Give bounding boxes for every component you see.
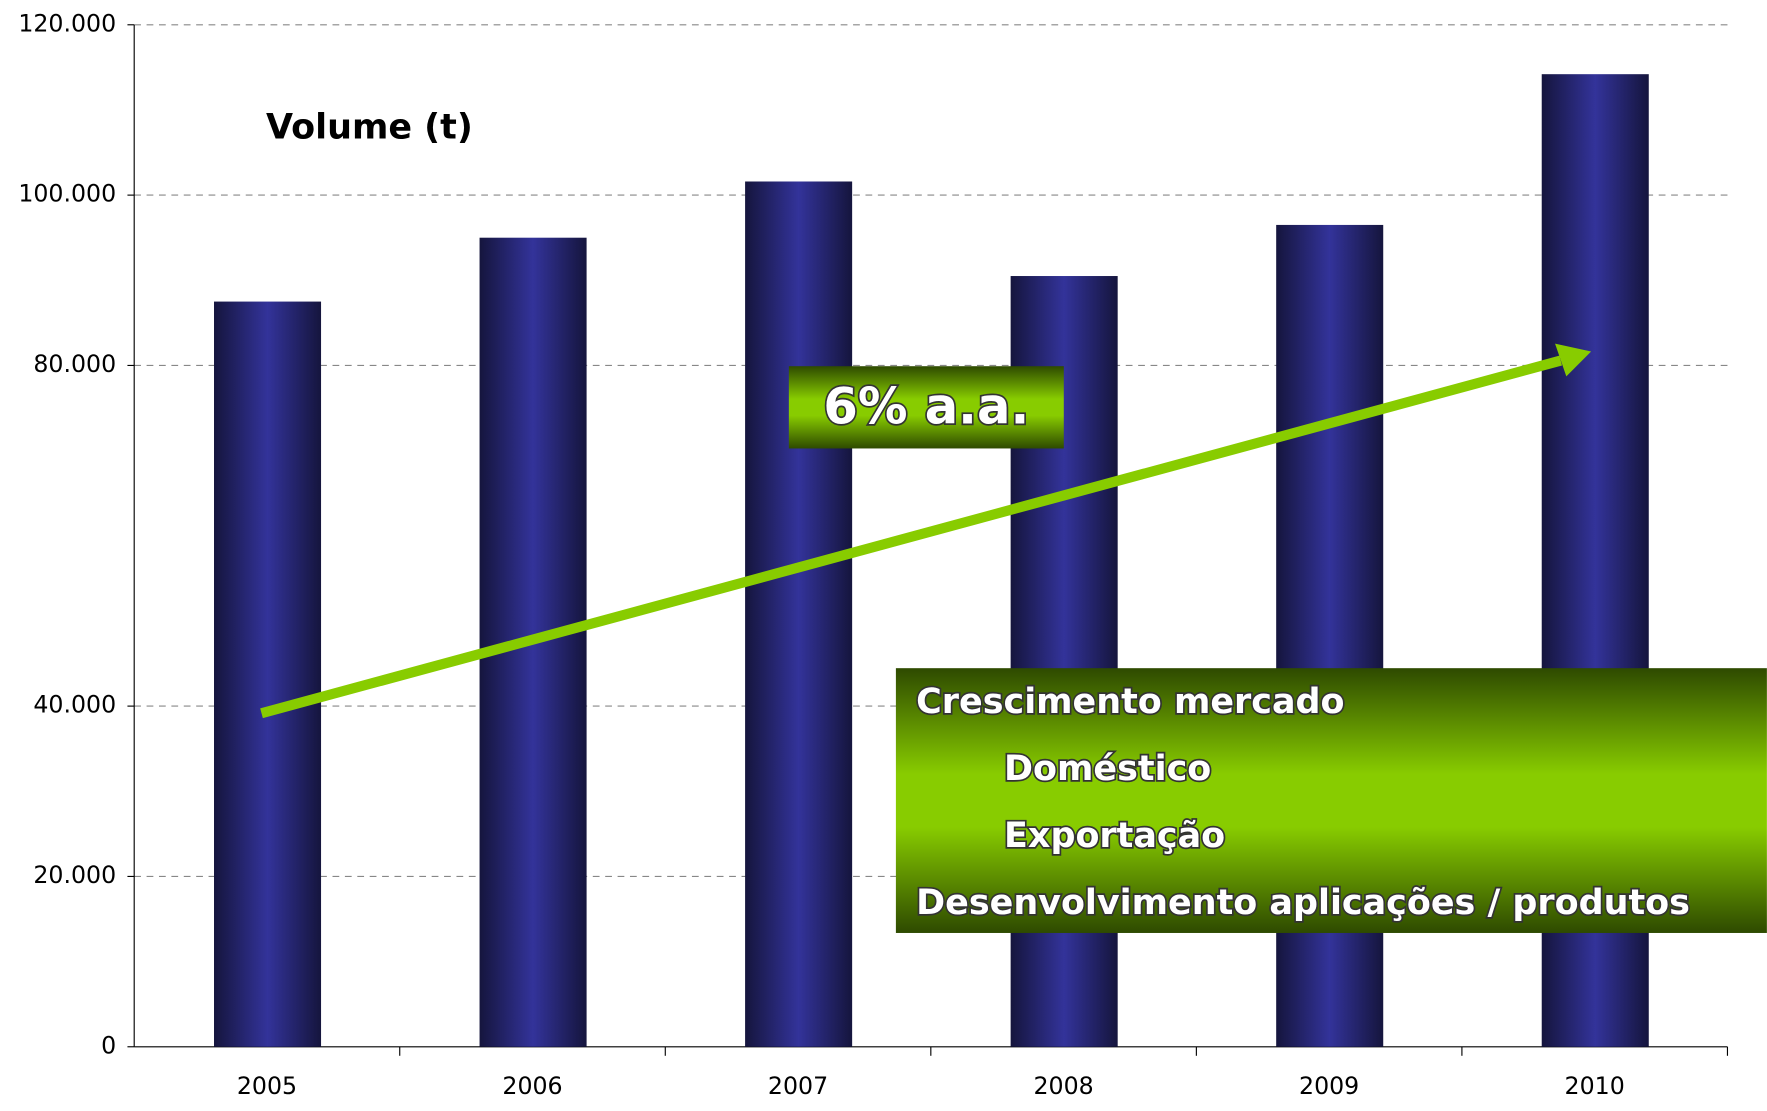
notes-box [895,668,1767,933]
note: Desenvolvimento aplicações / produtos [916,883,1690,923]
annotation-box [788,366,1064,449]
x-tick-label: 2010 [1565,1072,1625,1100]
x-tick-label: 2007 [768,1072,828,1100]
note: Exportação [1004,816,1225,856]
note: Crescimento mercado [916,682,1344,722]
x-tick-label: 2006 [502,1072,562,1100]
y-tick-label: 100.000 [18,180,116,208]
y-tick-label: 0 [101,1031,116,1059]
bar [745,181,853,1047]
x-tick-label: 2009 [1299,1072,1359,1100]
chart-title: Volume (t) [266,107,473,147]
y-tick-label: 80.000 [33,350,116,378]
arrow-head [1555,343,1592,377]
x-tick-label: 2005 [237,1072,297,1100]
trend-arrow [260,355,1563,719]
y-tick-label: 40.000 [33,691,116,719]
x-tick-label: 2008 [1033,1072,1093,1100]
note: Doméstico [1004,749,1211,789]
annotation: 6% a.a. [823,378,1029,436]
y-tick-label: 20.000 [33,861,116,889]
bar [214,301,322,1047]
y-tick-label: 120.000 [18,9,116,37]
